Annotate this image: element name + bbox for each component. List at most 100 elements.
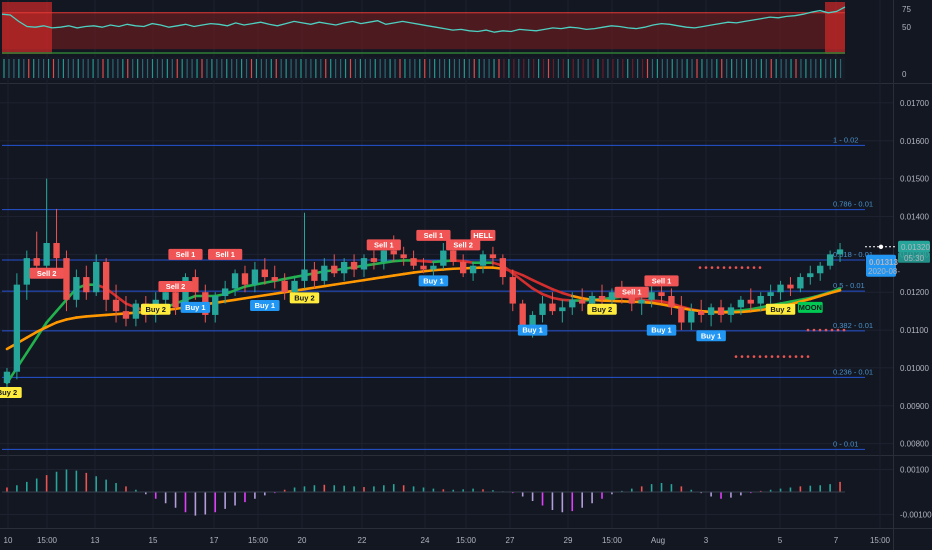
signal-labels[interactable]: Buy 2 Sell 2 Sell 1 Buy 2 Buy 1 Sell 2 Sell 1 B… bbox=[0, 229, 823, 399]
candle-body[interactable] bbox=[311, 269, 318, 281]
candle-body[interactable] bbox=[420, 265, 427, 270]
candle-body[interactable] bbox=[559, 307, 566, 312]
signal-label-buy2[interactable]: Buy 2 bbox=[140, 303, 171, 315]
rsi-line[interactable] bbox=[1, 6, 846, 33]
signal-badge[interactable] bbox=[644, 275, 679, 287]
candle-body[interactable] bbox=[350, 261, 358, 270]
signal-badge[interactable] bbox=[180, 301, 211, 313]
candle-body[interactable] bbox=[688, 311, 695, 323]
candle-body[interactable] bbox=[826, 254, 834, 266]
signal-badge[interactable] bbox=[289, 292, 320, 304]
candles[interactable] bbox=[3, 178, 844, 389]
candle-body[interactable] bbox=[221, 288, 229, 296]
candle-body[interactable] bbox=[836, 249, 844, 255]
candle-body[interactable] bbox=[251, 269, 259, 285]
candle-body[interactable] bbox=[93, 261, 100, 293]
signal-label-sell[interactable]: Sell 2 bbox=[446, 239, 481, 251]
signal-badge[interactable] bbox=[765, 303, 796, 315]
signal-label-buy1[interactable]: Buy 1 bbox=[696, 330, 726, 342]
candle-body[interactable] bbox=[509, 277, 516, 304]
candle-body[interactable] bbox=[450, 250, 457, 262]
candle-body[interactable] bbox=[261, 269, 268, 278]
fib-levels[interactable]: 1 - 0.02 0.786 - 0.01 0.618 - 0.01 0.5 - 0.… bbox=[2, 135, 873, 450]
candle-body[interactable] bbox=[598, 296, 606, 300]
candle-body[interactable] bbox=[340, 261, 348, 274]
oscillator-pane[interactable] bbox=[2, 469, 845, 516]
candle-body[interactable] bbox=[747, 299, 754, 304]
candle-body[interactable] bbox=[529, 314, 536, 327]
rsi-pane[interactable] bbox=[1, 2, 846, 54]
signal-badge[interactable] bbox=[208, 248, 243, 260]
candle-body[interactable] bbox=[479, 254, 487, 266]
candle-body[interactable] bbox=[231, 273, 239, 289]
signal-label-sell[interactable]: Sell 1 bbox=[614, 286, 649, 298]
signal-badge[interactable] bbox=[517, 324, 548, 336]
candle-body[interactable] bbox=[331, 265, 338, 274]
candle-body[interactable] bbox=[3, 371, 11, 384]
signal-badge[interactable] bbox=[696, 330, 726, 342]
candle-body[interactable] bbox=[33, 258, 40, 266]
candle-body[interactable] bbox=[628, 296, 635, 304]
candle-body[interactable] bbox=[380, 250, 388, 262]
candle-body[interactable] bbox=[489, 254, 497, 259]
signal-label-sell[interactable]: Sell 2 bbox=[29, 267, 64, 279]
candle-body[interactable] bbox=[459, 261, 467, 274]
signal-label-buy2[interactable]: Buy 2 bbox=[289, 292, 320, 304]
candle-body[interactable] bbox=[192, 277, 199, 293]
candle-body[interactable] bbox=[698, 311, 705, 315]
candle-body[interactable] bbox=[757, 296, 764, 304]
candle-body[interactable] bbox=[767, 292, 774, 296]
candle-body[interactable] bbox=[787, 284, 794, 289]
signal-label-moon[interactable]: MOON bbox=[797, 301, 823, 313]
signal-label-buy2[interactable]: Buy 2 bbox=[587, 303, 617, 315]
candle-body[interactable] bbox=[291, 280, 298, 293]
candle-body[interactable] bbox=[638, 299, 645, 304]
signal-label-buy1[interactable]: Buy 1 bbox=[646, 324, 677, 336]
candle-body[interactable] bbox=[817, 265, 824, 274]
signal-label-sell[interactable]: Sell 1 bbox=[208, 248, 243, 260]
candle-body[interactable] bbox=[678, 307, 685, 323]
signal-badge[interactable] bbox=[140, 303, 171, 315]
candle-body[interactable] bbox=[707, 307, 715, 315]
volume-pane[interactable] bbox=[2, 57, 845, 80]
candle-body[interactable] bbox=[53, 243, 60, 259]
candle-body[interactable] bbox=[112, 299, 120, 312]
candle-body[interactable] bbox=[63, 258, 70, 300]
candle-body[interactable] bbox=[499, 258, 507, 278]
candle-body[interactable] bbox=[777, 284, 784, 293]
signal-label-sell[interactable]: Sell 1 bbox=[644, 275, 679, 287]
candle-body[interactable] bbox=[717, 307, 725, 315]
candle-body[interactable] bbox=[370, 258, 378, 262]
candle-body[interactable] bbox=[122, 311, 130, 319]
candle-body[interactable] bbox=[212, 296, 219, 315]
candle-body[interactable] bbox=[172, 292, 179, 308]
signal-badge[interactable] bbox=[366, 239, 401, 251]
candle-body[interactable] bbox=[281, 280, 288, 293]
candle-body[interactable] bbox=[162, 292, 169, 300]
candle-body[interactable] bbox=[440, 250, 447, 266]
candle-body[interactable] bbox=[400, 254, 407, 259]
signal-badge[interactable] bbox=[587, 303, 617, 315]
signal-badge[interactable] bbox=[470, 229, 496, 241]
candle-body[interactable] bbox=[588, 296, 596, 304]
signal-badge[interactable] bbox=[446, 239, 481, 251]
candle-body[interactable] bbox=[549, 303, 556, 312]
signal-badge[interactable] bbox=[416, 229, 451, 241]
candle-body[interactable] bbox=[390, 250, 397, 255]
candle-body[interactable] bbox=[271, 277, 278, 281]
candle-body[interactable] bbox=[321, 265, 328, 281]
signal-label-sell[interactable]: Sell 1 bbox=[416, 229, 451, 241]
candle-body[interactable] bbox=[132, 303, 140, 319]
last-price-tag[interactable]: 0.01320 05:30 bbox=[898, 240, 930, 263]
candle-body[interactable] bbox=[43, 243, 50, 266]
signal-badge[interactable] bbox=[418, 275, 449, 287]
candle-body[interactable] bbox=[83, 277, 90, 293]
signal-badge[interactable] bbox=[0, 387, 22, 399]
signal-badge[interactable] bbox=[250, 299, 280, 311]
signal-badge[interactable] bbox=[168, 248, 203, 260]
candle-body[interactable] bbox=[241, 273, 249, 285]
signal-label-sell[interactable]: Sell 1 bbox=[366, 239, 401, 251]
candle-body[interactable] bbox=[430, 265, 437, 270]
